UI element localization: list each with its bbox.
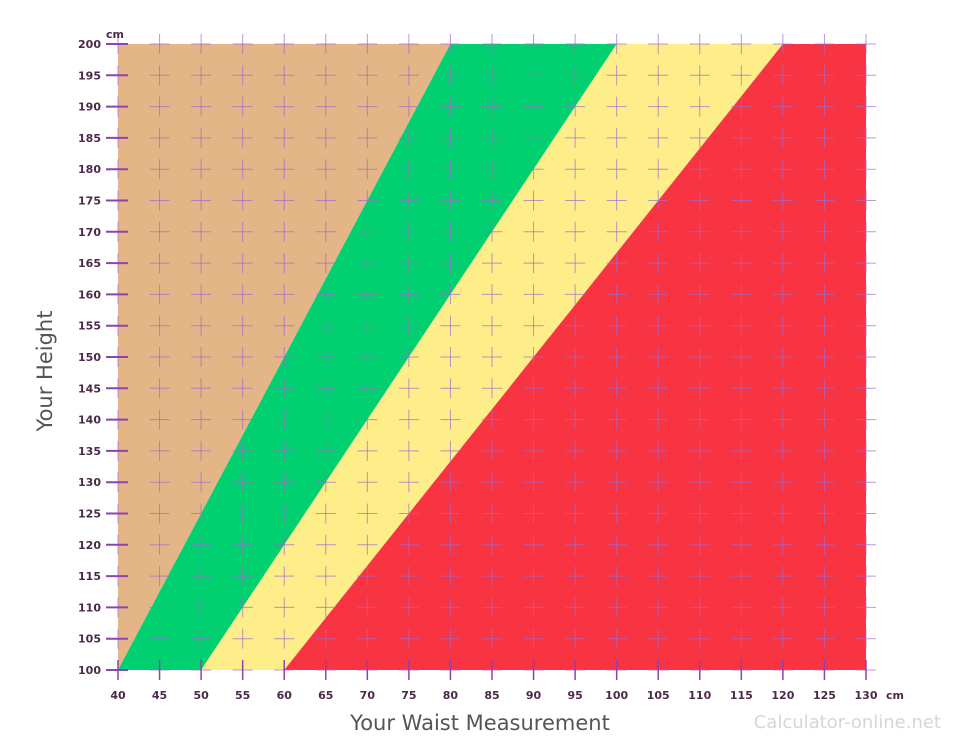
x-tick-label: 125 [813,689,836,702]
y-tick-label: 115 [78,570,101,583]
y-tick-label: 175 [78,195,101,208]
y-unit-label: cm [106,28,124,41]
watermark-text: Calculator-online.net [754,712,941,733]
y-tick-label: 100 [78,664,101,677]
y-tick-label: 120 [78,539,101,552]
y-tick-label: 105 [78,633,101,646]
x-tick-label: 100 [605,689,628,702]
x-tick-label: 85 [484,689,499,702]
x-tick-label: 80 [443,689,459,702]
x-tick-label: 40 [110,689,126,702]
y-tick-label: 190 [78,101,101,114]
x-unit-label: cm [886,689,904,702]
y-tick-label: 150 [78,351,101,364]
x-tick-label: 65 [318,689,333,702]
x-tick-label: 110 [688,689,711,702]
y-tick-label: 170 [78,226,101,239]
y-tick-label: 110 [78,601,101,614]
y-axis: 100 105 110 115 120 125 130 135 140 145 150 155 160 1… [78,38,128,677]
y-tick-label: 125 [78,508,101,521]
y-tick-label: 145 [78,382,101,395]
x-tick-label: 90 [526,689,542,702]
x-tick-label: 115 [730,689,753,702]
x-tick-label: 60 [277,689,293,702]
y-tick-label: 185 [78,132,101,145]
x-tick-label: 130 [855,689,878,702]
x-tick-label: 55 [235,689,250,702]
y-tick-label: 200 [78,38,101,51]
y-tick-label: 155 [78,320,101,333]
x-tick-label: 70 [360,689,376,702]
x-tick-label: 120 [771,689,794,702]
x-tick-label: 105 [647,689,670,702]
x-tick-label: 45 [152,689,167,702]
y-tick-label: 160 [78,288,101,301]
y-tick-label: 195 [78,69,101,82]
x-axis-title: Your Waist Measurement [349,711,610,735]
y-tick-label: 180 [78,163,101,176]
y-tick-label: 165 [78,257,101,270]
x-tick-label: 50 [193,689,209,702]
x-tick-label: 95 [567,689,582,702]
x-axis: 40 45 50 55 60 65 70 75 80 85 90 95 100 105 110 115 120 1… [110,660,878,702]
y-axis-title: Your Height [33,311,57,433]
y-tick-label: 140 [78,414,101,427]
x-tick-label: 75 [401,689,416,702]
y-tick-label: 130 [78,476,101,489]
y-tick-label: 135 [78,445,101,458]
